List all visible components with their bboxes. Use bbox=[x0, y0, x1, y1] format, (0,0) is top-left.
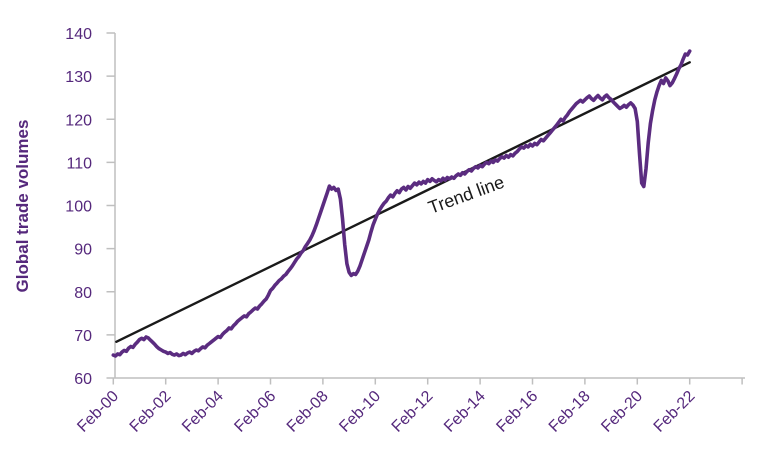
y-tick-label: 60 bbox=[74, 371, 92, 388]
y-tick-label: 110 bbox=[66, 155, 92, 172]
x-tick-label: Feb-20 bbox=[598, 388, 646, 436]
x-tick-label: Feb-22 bbox=[651, 388, 699, 436]
x-tick-label: Feb-18 bbox=[546, 388, 594, 436]
x-tick-label: Feb-04 bbox=[179, 388, 227, 436]
y-tick-label: 90 bbox=[74, 242, 92, 259]
trade-volume-series-line bbox=[111, 49, 692, 358]
x-tick-label: Feb-10 bbox=[336, 388, 384, 436]
x-tick-label: Feb-12 bbox=[389, 388, 437, 436]
y-tick-label: 120 bbox=[65, 112, 92, 129]
y-tick-label: 100 bbox=[65, 199, 92, 216]
trend-line bbox=[115, 61, 691, 343]
x-tick-label: Feb-14 bbox=[441, 388, 489, 436]
x-tick-label: Feb-02 bbox=[127, 388, 175, 436]
x-tick-label: Feb-06 bbox=[231, 388, 279, 436]
y-tick-label: 140 bbox=[65, 26, 92, 43]
y-tick-label: 130 bbox=[65, 69, 92, 86]
x-tick-label: Feb-08 bbox=[284, 388, 332, 436]
x-tick-label: Feb-00 bbox=[74, 388, 122, 436]
x-tick-label: Feb-16 bbox=[493, 388, 541, 436]
y-tick-label: 80 bbox=[74, 285, 92, 302]
y-tick-label: 70 bbox=[74, 328, 92, 345]
y-axis-title: Global trade volumes bbox=[13, 120, 32, 293]
